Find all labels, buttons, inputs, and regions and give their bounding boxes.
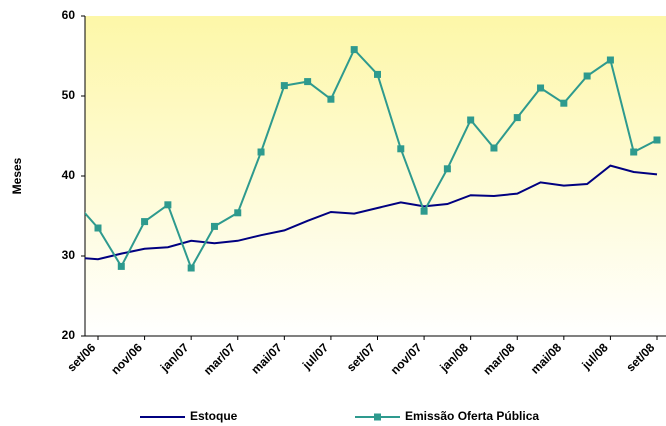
- marker: [164, 201, 172, 209]
- x-tick-label: jan/07: [157, 340, 192, 375]
- marker: [420, 207, 428, 215]
- marker: [141, 218, 149, 226]
- marker: [606, 56, 614, 64]
- x-tick-label: mai/07: [248, 340, 285, 377]
- x-tick-label: mar/08: [480, 340, 517, 377]
- legend-marker: [374, 413, 381, 421]
- x-tick-label: jan/08: [436, 340, 471, 375]
- x-tick-label: set/07: [344, 340, 378, 374]
- marker: [187, 264, 195, 272]
- legend-label: Emissão Oferta Pública: [405, 409, 539, 423]
- marker: [397, 145, 405, 153]
- plot-series: [71, 46, 661, 272]
- marker: [280, 82, 288, 90]
- marker: [583, 72, 591, 80]
- x-tick-label: nov/07: [388, 340, 425, 377]
- marker: [513, 114, 521, 122]
- marker: [210, 222, 218, 230]
- y-tick-label: 60: [62, 8, 76, 22]
- marker: [350, 46, 358, 54]
- marker: [304, 78, 312, 86]
- x-tick-label: jul/07: [299, 340, 332, 373]
- y-tick-label: 20: [62, 328, 76, 342]
- x-tick-label: jul/08: [578, 340, 611, 373]
- marker: [71, 198, 78, 205]
- marker: [537, 84, 545, 92]
- marker: [117, 262, 125, 270]
- marker: [467, 116, 475, 124]
- x-tick-label: nov/06: [108, 340, 145, 377]
- legend-label: Estoque: [190, 409, 238, 423]
- x-tick-label: set/06: [64, 340, 98, 374]
- marker: [257, 148, 265, 156]
- marker: [490, 144, 498, 152]
- marker: [560, 99, 568, 107]
- x-tick-label: set/08: [623, 340, 657, 374]
- y-tick-label: 30: [62, 248, 76, 262]
- x-tick-label: mai/08: [528, 340, 565, 377]
- marker: [374, 70, 381, 78]
- series-line: [85, 164, 658, 261]
- series-line: [85, 47, 658, 271]
- marker: [234, 209, 242, 217]
- marker: [630, 148, 638, 156]
- marker: [94, 224, 102, 232]
- marker: [443, 165, 451, 173]
- marker: [327, 95, 335, 103]
- y-tick-label: 50: [62, 88, 76, 102]
- y-axis-title: Meses: [10, 157, 24, 194]
- marker: [653, 136, 661, 144]
- y-tick-label: 40: [62, 168, 76, 182]
- plot-area: [85, 16, 666, 336]
- x-tick-label: mar/07: [201, 340, 238, 377]
